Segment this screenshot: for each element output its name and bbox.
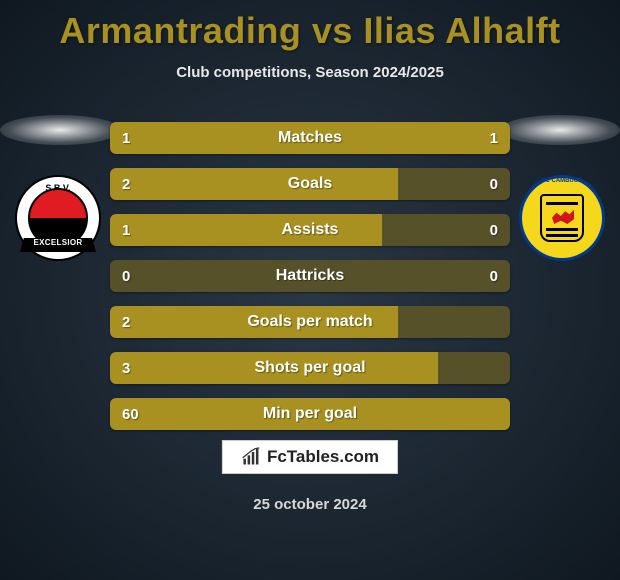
lion-icon xyxy=(552,208,574,224)
crest-left-inner: EXCELSIOR xyxy=(28,188,88,248)
halo-right xyxy=(500,115,620,145)
stat-row: 11Matches xyxy=(110,122,510,154)
halo-left xyxy=(0,115,120,145)
branding-badge: FcTables.com xyxy=(222,440,398,474)
footer-date: 25 october 2024 xyxy=(0,496,620,513)
crest-left-banner: EXCELSIOR xyxy=(20,232,96,252)
stat-label: Shots per goal xyxy=(110,352,510,384)
stat-label: Goals xyxy=(110,168,510,200)
stat-row: 10Assists xyxy=(110,214,510,246)
stat-label: Hattricks xyxy=(110,260,510,292)
stat-row: 2Goals per match xyxy=(110,306,510,338)
branding-text: FcTables.com xyxy=(267,447,379,467)
stat-label: Assists xyxy=(110,214,510,246)
stat-row: 20Goals xyxy=(110,168,510,200)
crest-right: SC CAMBUUR xyxy=(519,175,605,261)
chart-icon xyxy=(241,447,261,467)
crest-right-shield xyxy=(540,194,584,242)
crest-left: S.B.V. EXCELSIOR xyxy=(15,175,101,261)
page-title: Armantrading vs Ilias Alhalft xyxy=(0,0,620,52)
stats-container: 11Matches 20Goals 10Assists 00Hattricks 2Goa… xyxy=(110,122,510,444)
stat-label: Min per goal xyxy=(110,398,510,430)
stat-row: 00Hattricks xyxy=(110,260,510,292)
stat-row: 3Shots per goal xyxy=(110,352,510,384)
page-subtitle: Club competitions, Season 2024/2025 xyxy=(0,64,620,81)
stat-row: 60Min per goal xyxy=(110,398,510,430)
stat-label: Matches xyxy=(110,122,510,154)
stat-label: Goals per match xyxy=(110,306,510,338)
crest-right-arc: SC CAMBUUR xyxy=(527,176,597,196)
